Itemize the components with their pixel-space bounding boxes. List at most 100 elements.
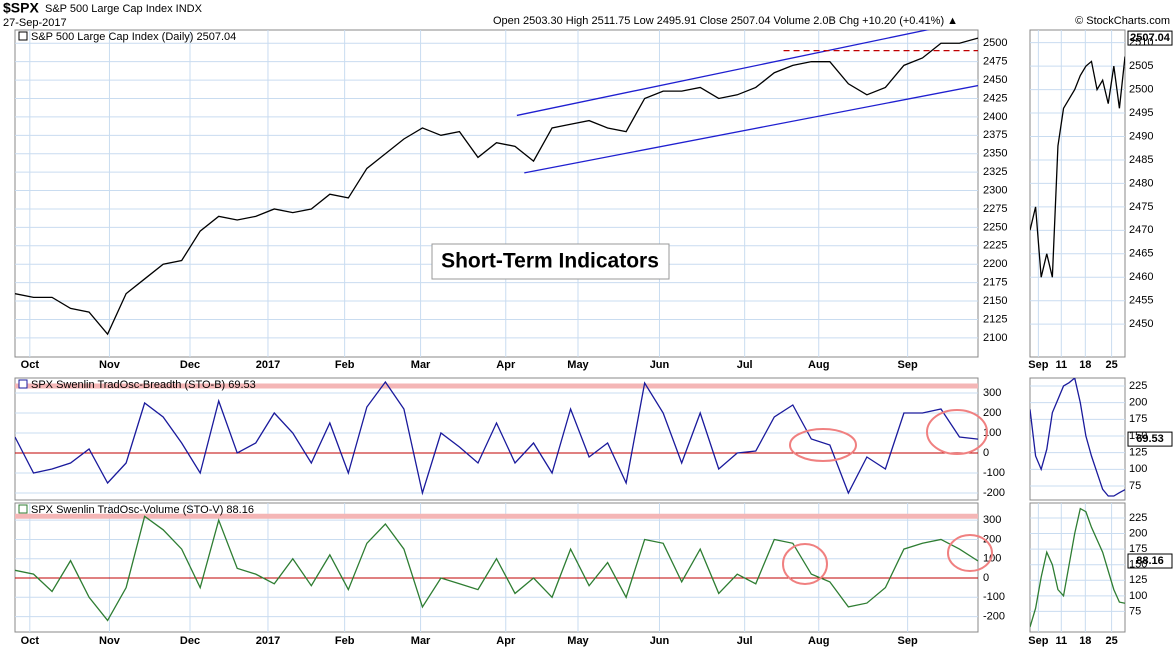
plot xyxy=(1030,378,1125,497)
y-tick-label: 2150 xyxy=(983,295,1007,307)
x-tick-label: 25 xyxy=(1105,635,1117,647)
x-tick-label: Nov xyxy=(99,635,121,647)
x-tick-label: Jun xyxy=(650,635,670,647)
y-tick-label: 100 xyxy=(983,553,1001,565)
date: 27-Sep-2017 xyxy=(3,17,67,29)
y-tick-label: 2225 xyxy=(983,240,1007,252)
x-tick-label: Sep xyxy=(1028,635,1048,647)
y-tick-label: 2125 xyxy=(983,313,1007,325)
y-tick-label: 150 xyxy=(1129,430,1147,442)
y-tick-label: 175 xyxy=(1129,543,1147,555)
price-line xyxy=(15,37,978,336)
plot-area xyxy=(14,377,979,501)
x-tick-label: 2017 xyxy=(256,635,280,647)
y-tick-label: -200 xyxy=(983,610,1005,622)
x-tick-label: Mar xyxy=(411,635,431,647)
x-tick-label: Dec xyxy=(180,635,200,647)
y-tick-label: 2510 xyxy=(1129,37,1153,49)
legend-swatch xyxy=(18,379,28,389)
y-tick-label: 0 xyxy=(983,572,989,584)
trend-line xyxy=(516,30,930,117)
y-tick-label: 2325 xyxy=(983,166,1007,178)
panel: 2450 2455 2460 2465 2470 2475 2480 2485 2490 2495… xyxy=(1028,29,1153,371)
panels: 2100212521502175220022252250227523002325… xyxy=(14,29,1173,647)
y-tick-label: 2250 xyxy=(983,221,1007,233)
legend-label: SPX Swenlin TradOsc-Volume (STO-V) 88.16 xyxy=(31,504,254,516)
trend-line xyxy=(524,84,978,174)
x-tick-label: Jul xyxy=(737,635,753,647)
y-tick-label: 2490 xyxy=(1129,130,1153,142)
plot xyxy=(1030,507,1125,628)
credit: © StockCharts.com xyxy=(1075,15,1170,27)
y-tick-label: 2505 xyxy=(1129,60,1153,72)
x-tick-label: Feb xyxy=(335,359,355,371)
legend-label: SPX Swenlin TradOsc-Breadth (STO-B) 69.5… xyxy=(31,379,256,391)
panel: 2100 2125 2150 2175 2200 2225 2250 2275 2300 2325… xyxy=(14,29,1173,371)
x-tick-label: Sep xyxy=(898,359,918,371)
x-tick-label: Oct xyxy=(21,359,40,371)
y-tick-label: 2425 xyxy=(983,92,1007,104)
last-value-label: 69.53 xyxy=(1136,433,1164,445)
last-value-label: 88.16 xyxy=(1136,555,1164,567)
x-tick-label: Dec xyxy=(180,359,200,371)
y-tick-label: 2455 xyxy=(1129,295,1153,307)
x-tick-label: Aug xyxy=(808,359,829,371)
x-tick-label: Aug xyxy=(808,635,829,647)
y-tick-label: 2200 xyxy=(983,258,1007,270)
x-tick-label: Nov xyxy=(99,359,121,371)
plot-area xyxy=(1029,502,1126,633)
x-tick-label: May xyxy=(567,635,589,647)
y-tick-label: 75 xyxy=(1129,605,1141,617)
y-tick-label: 100 xyxy=(1129,590,1147,602)
y-tick-label: 2465 xyxy=(1129,248,1153,260)
x-tick-label: Sep xyxy=(1028,359,1048,371)
x-tick-label: 11 xyxy=(1055,635,1067,647)
y-tick-label: 2500 xyxy=(983,37,1007,49)
panel: 75 100 125 150 175 200 225 Sep 11 18 25 xyxy=(1028,502,1147,647)
plot-area xyxy=(14,502,979,633)
y-tick-label: 75 xyxy=(1129,480,1141,492)
y-tick-label: 2450 xyxy=(983,74,1007,86)
panel: -200 -100 0 100 200 300 SPX Swenlin TradOsc-Br… xyxy=(14,377,1173,501)
last-value-label: 2507.04 xyxy=(1130,32,1171,44)
x-tick-label: Mar xyxy=(411,359,431,371)
y-tick-label: 225 xyxy=(1129,380,1147,392)
panel: 75 100 125 150 175 200 225 xyxy=(1029,377,1147,501)
last-value-box xyxy=(1127,431,1173,447)
highlight xyxy=(782,543,828,585)
x-tick-label: Oct xyxy=(21,635,40,647)
highlight xyxy=(947,534,993,572)
y-tick-label: 2350 xyxy=(983,148,1007,160)
annotation: Short-Term Indicators xyxy=(441,250,659,273)
x-tick-label: May xyxy=(567,359,589,371)
plot xyxy=(15,30,978,336)
x-tick-label: Apr xyxy=(496,359,516,371)
x-tick-label: Feb xyxy=(335,635,355,647)
y-tick-label: 2470 xyxy=(1129,224,1153,236)
plot-area xyxy=(1029,29,1126,358)
y-tick-label: -100 xyxy=(983,591,1005,603)
y-tick-label: 2475 xyxy=(1129,201,1153,213)
chart-title: $SPX xyxy=(3,0,39,16)
y-tick-label: -200 xyxy=(983,487,1005,499)
panel: -200 -100 0 100 200 300 Oct Nov Dec 2017 Feb Mar Apr… xyxy=(14,502,1173,647)
x-tick-label: Sep xyxy=(898,635,918,647)
y-tick-label: 0 xyxy=(983,447,989,459)
x-tick-label: 18 xyxy=(1079,635,1091,647)
annotation-box xyxy=(431,243,670,280)
y-tick-label: 175 xyxy=(1129,413,1147,425)
x-tick-label: 2017 xyxy=(256,359,280,371)
y-tick-label: 125 xyxy=(1129,574,1147,586)
x-tick-label: 18 xyxy=(1079,359,1091,371)
price-line xyxy=(15,380,978,496)
legend-swatch xyxy=(18,504,28,514)
y-tick-label: 2475 xyxy=(983,56,1007,68)
y-tick-label: -100 xyxy=(983,467,1005,479)
y-tick-label: 200 xyxy=(983,407,1001,419)
y-tick-label: 2485 xyxy=(1129,154,1153,166)
last-value-box xyxy=(1127,553,1173,569)
x-tick-label: 11 xyxy=(1055,359,1067,371)
last-value-box xyxy=(1127,30,1173,46)
